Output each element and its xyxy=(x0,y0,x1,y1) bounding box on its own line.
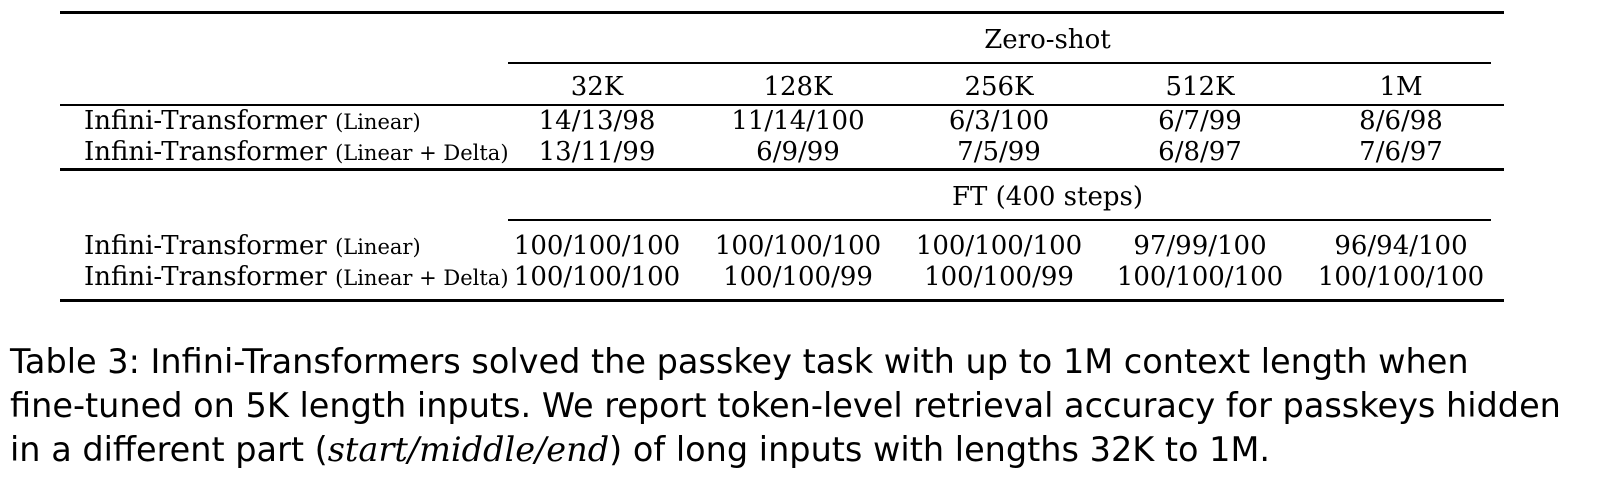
model-name: Infini-Transformer xyxy=(84,231,327,261)
row-label: Infini-Transformer (Linear + Delta) xyxy=(84,139,509,165)
column-header-32k: 32K xyxy=(570,72,624,102)
model-variant: (Linear + Delta) xyxy=(335,141,509,165)
caption-emphasis: start/middle/end xyxy=(327,430,610,469)
zero-shot-cmidrule xyxy=(508,62,1491,64)
zero-shot-heading: Zero-shot xyxy=(984,25,1111,55)
table-cell: 7/6/97 xyxy=(1359,137,1443,167)
table-cell: 7/5/99 xyxy=(957,137,1041,167)
column-header-256k: 256K xyxy=(964,72,1034,102)
table-cell: 100/100/99 xyxy=(924,262,1074,292)
table-cell: 96/94/100 xyxy=(1334,231,1468,261)
header-rule xyxy=(60,104,1504,106)
caption-text: ) of long inputs with lengths 32K to 1M. xyxy=(609,430,1271,469)
ft-heading: FT (400 steps) xyxy=(952,182,1143,212)
group-separator-rule xyxy=(60,168,1504,171)
table-cell: 6/8/97 xyxy=(1158,137,1242,167)
table-cell: 8/6/98 xyxy=(1359,106,1443,136)
ft-cmidrule xyxy=(508,219,1491,221)
table-cell: 100/100/100 xyxy=(915,231,1083,261)
table-cell: 11/14/100 xyxy=(731,106,865,136)
model-variant: (Linear + Delta) xyxy=(335,266,509,290)
column-header-1m: 1M xyxy=(1379,72,1423,102)
caption-line: fine-tuned on 5K length inputs. We repor… xyxy=(10,386,1561,425)
table-cell: 6/3/100 xyxy=(948,106,1050,136)
row-label: Infini-Transformer (Linear) xyxy=(84,233,421,259)
caption-text: in a different part ( xyxy=(10,430,328,469)
table-bottom-rule xyxy=(60,299,1504,302)
table-cell: 100/100/99 xyxy=(723,262,873,292)
model-name: Infini-Transformer xyxy=(84,262,327,292)
table-cell: 100/100/100 xyxy=(1116,262,1284,292)
table-cell: 100/100/100 xyxy=(714,231,882,261)
table-cell: 100/100/100 xyxy=(1317,262,1485,292)
model-variant: (Linear) xyxy=(335,110,421,134)
table-top-rule xyxy=(60,11,1504,14)
table-cell: 100/100/100 xyxy=(513,231,681,261)
row-label: Infini-Transformer (Linear) xyxy=(84,108,421,134)
row-label: Infini-Transformer (Linear + Delta) xyxy=(84,264,509,290)
table-cell: 97/99/100 xyxy=(1133,231,1267,261)
table-cell: 100/100/100 xyxy=(513,262,681,292)
caption-line: in a different part (start/middle/end) o… xyxy=(10,428,1622,472)
model-name: Infini-Transformer xyxy=(84,137,327,167)
table-cell: 13/11/99 xyxy=(538,137,656,167)
model-name: Infini-Transformer xyxy=(84,106,327,136)
caption-line: Table 3: Infini-Transformers solved the … xyxy=(10,342,1469,381)
table-cell: 6/9/99 xyxy=(756,137,840,167)
model-variant: (Linear) xyxy=(335,235,421,259)
table-cell: 6/7/99 xyxy=(1158,106,1242,136)
column-header-512k: 512K xyxy=(1165,72,1235,102)
table-cell: 14/13/98 xyxy=(538,106,656,136)
column-header-128k: 128K xyxy=(763,72,833,102)
table-caption: Table 3: Infini-Transformers solved the … xyxy=(10,340,1622,472)
